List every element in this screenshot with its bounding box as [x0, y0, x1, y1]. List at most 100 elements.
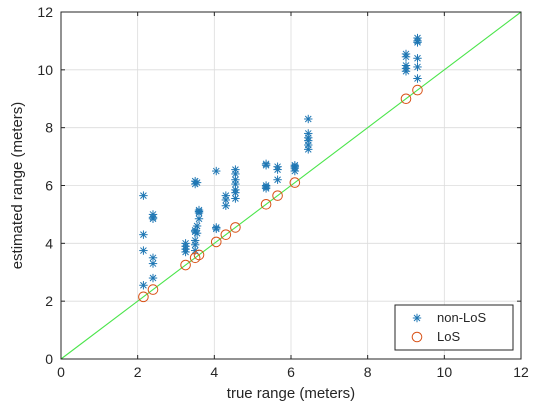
data-point-los	[400, 93, 412, 105]
y-tick-label: 4	[45, 235, 53, 251]
asterisk-stroke	[291, 167, 299, 175]
asterisk-stroke	[140, 192, 147, 199]
data-point-non-los	[192, 178, 202, 187]
asterisk-stroke	[140, 231, 147, 239]
data-point-non-los	[413, 54, 422, 63]
y-tick-label: 8	[45, 120, 53, 136]
data-point-los	[289, 177, 301, 188]
data-point-los	[230, 222, 241, 233]
asterisk-stroke	[191, 241, 199, 249]
y-tick-label: 2	[45, 293, 53, 309]
y-tick-label: 0	[45, 351, 53, 367]
asterisk-stroke	[212, 167, 220, 175]
x-tick-label: 2	[134, 364, 142, 380]
asterisk-stroke	[140, 247, 147, 254]
legend: non-LoS LoS	[394, 304, 514, 351]
data-point-non-los	[413, 38, 422, 47]
data-point-los	[147, 284, 159, 295]
series-los	[138, 84, 423, 303]
data-point-non-los	[192, 221, 202, 231]
data-point-non-los	[261, 184, 271, 193]
asterisk-stroke	[193, 229, 201, 237]
asterisk-stroke	[182, 248, 189, 256]
asterisk-stroke	[212, 225, 220, 233]
x-tick-label: 8	[364, 364, 372, 380]
data-point-los	[180, 259, 191, 271]
data-point-non-los	[194, 214, 204, 223]
data-point-non-los	[212, 224, 221, 234]
data-point-non-los	[231, 188, 240, 197]
data-point-los	[210, 236, 222, 248]
series-layer	[138, 33, 423, 303]
asterisk-stroke	[232, 180, 239, 188]
data-point-non-los	[192, 229, 202, 238]
asterisk-stroke	[304, 115, 312, 123]
data-point-non-los	[139, 230, 148, 239]
x-tick-label: 4	[210, 364, 218, 380]
data-point-los	[272, 190, 283, 201]
data-point-non-los	[231, 194, 240, 203]
asterisk-stroke	[414, 63, 421, 71]
series-non-los	[139, 33, 422, 290]
y-axis-title: estimated range (meters)	[9, 102, 26, 270]
data-point-los	[189, 252, 201, 264]
asterisk-stroke	[193, 179, 201, 186]
asterisk-stroke	[149, 254, 157, 262]
asterisk-stroke	[222, 196, 230, 204]
y-tick-label: 10	[37, 62, 53, 78]
data-point-non-los	[148, 259, 158, 268]
data-point-non-los	[413, 74, 422, 83]
legend-box	[394, 304, 514, 351]
asterisk-stroke	[222, 202, 230, 210]
asterisk-stroke	[149, 215, 157, 223]
data-point-non-los	[139, 246, 148, 255]
asterisk-stroke	[414, 75, 421, 82]
data-point-los	[193, 249, 205, 261]
x-tick-label: 0	[57, 364, 65, 380]
data-point-non-los	[304, 145, 313, 154]
data-point-non-los	[221, 201, 231, 210]
legend-asterisk	[412, 313, 422, 323]
asterisk-stroke	[149, 260, 157, 267]
data-point-non-los	[139, 191, 148, 200]
data-point-non-los	[401, 67, 411, 76]
asterisk-stroke	[140, 281, 147, 289]
asterisk-stroke	[195, 209, 203, 217]
data-point-non-los	[413, 62, 422, 72]
data-point-non-los	[261, 161, 271, 170]
data-point-los	[260, 198, 272, 210]
data-point-los	[220, 229, 232, 240]
data-point-non-los	[148, 273, 158, 283]
asterisk-stroke	[262, 161, 270, 169]
data-point-non-los	[401, 52, 411, 62]
data-point-los	[412, 84, 423, 96]
asterisk-stroke	[402, 53, 410, 61]
asterisk-stroke	[232, 170, 239, 178]
data-point-non-los	[139, 281, 148, 290]
asterisk-stroke	[274, 176, 281, 184]
data-point-non-los	[148, 214, 158, 223]
asterisk-stroke	[262, 185, 270, 192]
data-point-non-los	[290, 166, 300, 176]
legend-marker-los	[411, 331, 423, 343]
asterisk-stroke	[195, 215, 203, 223]
x-tick-label: 10	[437, 364, 453, 380]
asterisk-stroke	[414, 54, 421, 62]
asterisk-stroke	[274, 166, 281, 173]
data-point-non-los	[273, 175, 282, 184]
asterisk-stroke	[413, 314, 421, 322]
asterisk-stroke	[232, 189, 239, 197]
x-axis-title: true range (meters)	[227, 385, 355, 402]
legend-label-non-los: non-LoS	[437, 310, 486, 325]
legend-label-los: LoS	[437, 329, 460, 344]
data-point-non-los	[212, 166, 221, 176]
asterisk-stroke	[191, 247, 199, 254]
x-tick-label: 6	[287, 364, 295, 380]
asterisk-stroke	[304, 146, 312, 153]
asterisk-stroke	[402, 67, 410, 75]
asterisk-stroke	[414, 39, 421, 46]
data-point-non-los	[304, 114, 313, 124]
legend-marker-non-los	[412, 313, 422, 323]
